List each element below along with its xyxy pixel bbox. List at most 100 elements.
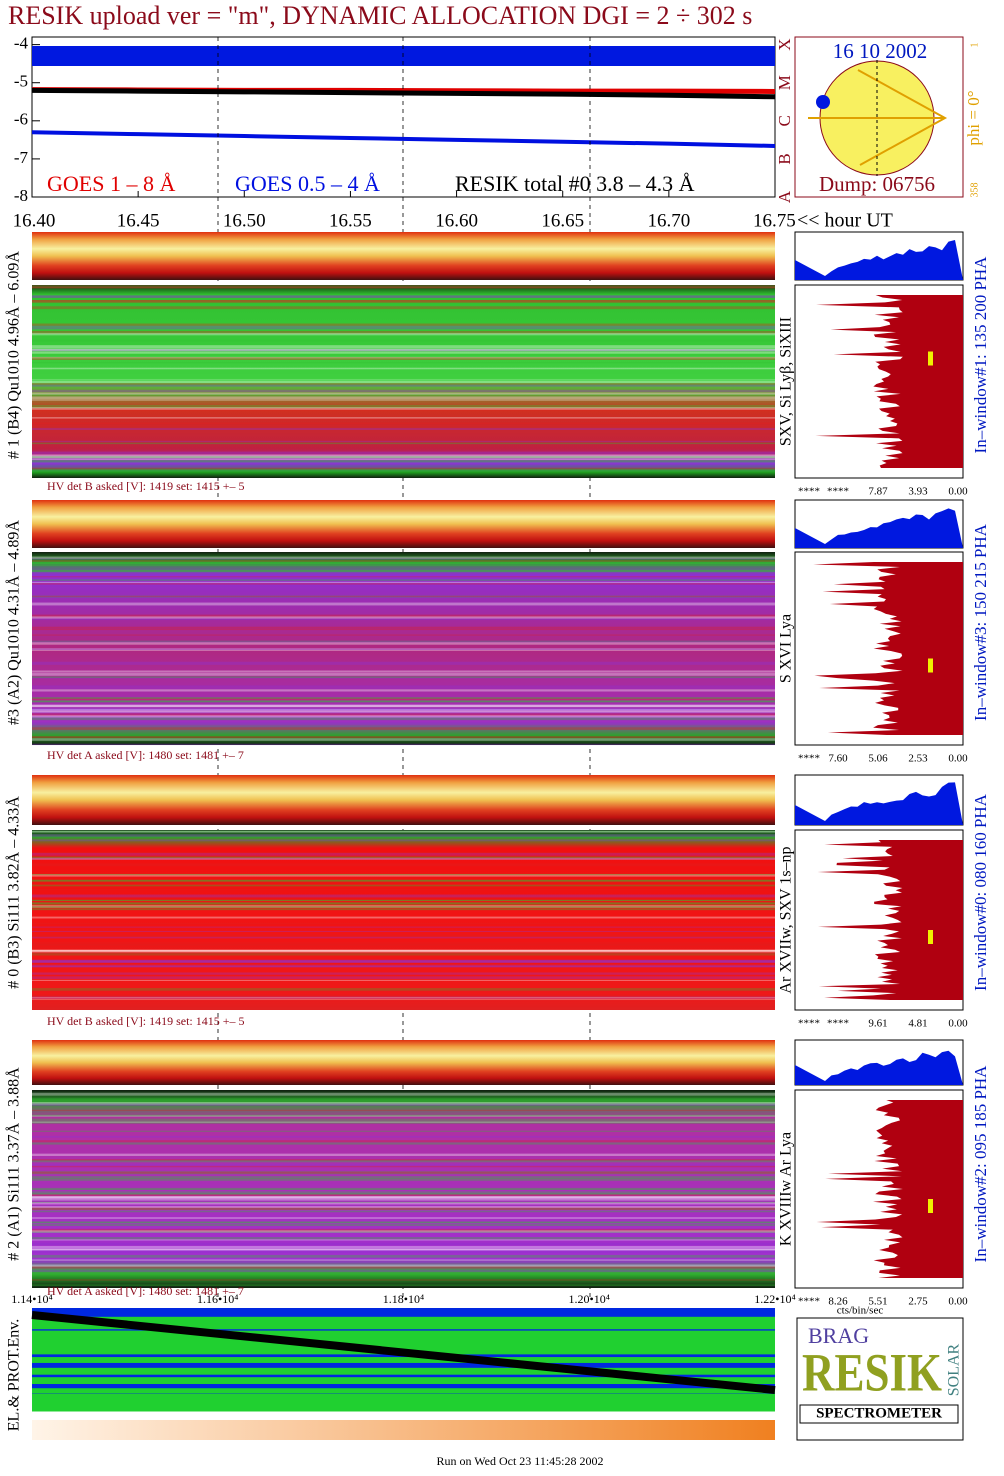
x-axis-label: << hour UT [797,210,893,232]
spectrogram-texture [32,1176,775,1179]
spectrogram-texture [32,704,775,708]
line-ids: SXV, Si Lyβ, SiXIII [778,317,795,446]
goes-class: C [775,115,794,126]
spectrogram [32,285,775,478]
spectrogram-texture [32,960,775,963]
window-label: In–window#0: 080 160 PHA [971,793,990,991]
spectrogram-texture [32,1188,775,1190]
spectrogram-texture [32,1254,775,1258]
spectrogram-texture [32,865,775,867]
spectrogram-texture [32,1153,775,1157]
spectrogram-texture [32,851,775,854]
env-band [32,1316,775,1324]
spectrogram-texture [32,458,775,461]
spectrogram-texture [32,959,775,963]
spectrogram-texture [32,428,775,431]
spectrogram-texture [32,839,775,842]
env-track [31,1311,776,1394]
spectrogram-texture [32,934,775,938]
spectrogram-texture [32,708,775,711]
hist-tick-label: **** [827,486,849,498]
goes-class: M [775,75,794,90]
hist-tick-label: 0.00 [948,1296,968,1308]
logo-banner [799,1404,959,1424]
env-tick-label: 1.22•10⁴ [754,1292,795,1306]
spectrogram-texture [32,989,775,992]
spectrogram-texture [32,1237,775,1240]
goes-band [32,46,775,66]
x-tick-label: 16.50 [223,210,266,231]
spectrogram-texture [32,964,775,968]
spectrogram-texture [32,407,775,409]
spectrogram-texture [32,1201,775,1203]
spectrogram-texture [32,466,775,469]
spectrogram-texture [32,662,775,665]
env-tick-label: 1.20•10⁴ [569,1292,610,1306]
hist-tick-label: 2.53 [908,753,928,765]
spectrogram-texture [32,830,775,833]
spectrogram-texture [32,1264,775,1267]
goes-class: A [775,190,794,203]
spectrogram-texture [32,743,775,746]
hv-text: HV det B asked [V]: 1419 set: 1415 +– 5 [47,1014,245,1028]
spectrogram-texture [32,1245,775,1249]
spectrogram-texture [32,942,775,945]
spectrogram-texture [32,442,775,445]
x-tick-label: 16.75 [753,210,796,231]
spectrogram-texture [32,1206,775,1208]
logo-solar: SOLAR [946,1343,963,1396]
spectrogram-texture [32,557,775,560]
spectrogram-texture [32,888,775,891]
spectrogram-texture [32,1221,775,1223]
spectrogram-texture [32,1191,775,1195]
spectrogram-texture [32,562,775,565]
spectrogram-texture [32,1193,775,1195]
spectrogram-texture [32,602,775,606]
spectrogram-texture [32,285,775,288]
env-tick-label: 1.16•10⁴ [197,1292,238,1306]
panel-label: #3 (A2) Qu1010 4.31Å – 4.89Å [5,520,23,725]
spectrogram-texture [32,576,775,578]
spectrogram-texture [32,930,775,932]
hist-main [815,295,963,468]
hv-text: HV det A asked [V]: 1480 set: 1481 +– 7 [47,1284,244,1298]
spectrogram-texture [32,979,775,981]
env-tick-label: 1.18•10⁴ [383,1292,424,1306]
spectrogram-texture [32,856,775,859]
spectrogram-texture [32,873,775,876]
spectrogram-texture [32,949,775,953]
spectrogram-texture [32,469,775,472]
spectrogram-texture [32,676,775,679]
spectrogram-texture [32,349,775,351]
spectrogram-texture [32,330,775,333]
spectrogram-texture [32,1229,775,1233]
y-tick-label: -4 [14,34,29,53]
spectrogram-texture [32,287,775,289]
spectrogram-texture [32,944,775,947]
spectrogram-texture [32,581,775,584]
spectrogram-texture [32,455,775,459]
series-line [31,130,776,148]
spectrogram-texture [32,325,775,329]
spectrogram-texture [32,736,775,738]
spectrogram-texture [32,323,775,326]
hist-tick-label: 4.81 [908,1018,927,1030]
spectrogram-texture [32,700,775,702]
env-band [32,1403,775,1412]
spectrogram-texture [32,383,775,386]
spectrogram-texture [32,689,775,692]
spectrogram-texture [32,988,775,991]
spectrogram-texture [32,394,775,397]
line-ids: Ar XVIIw, SXV 1s–np [778,846,795,993]
spectrogram-texture [32,454,775,456]
spectrogram-texture [32,1171,775,1174]
spectrogram-texture [32,1194,775,1197]
hist-tick-label: 7.60 [828,753,848,765]
spectrogram-texture [32,949,775,951]
env-bar [32,1420,775,1440]
hist-window [928,658,933,673]
spectrogram-texture [32,300,775,304]
spectrogram-texture [32,348,775,351]
spectrogram-texture [32,952,775,956]
spectrogram-texture [32,863,775,866]
